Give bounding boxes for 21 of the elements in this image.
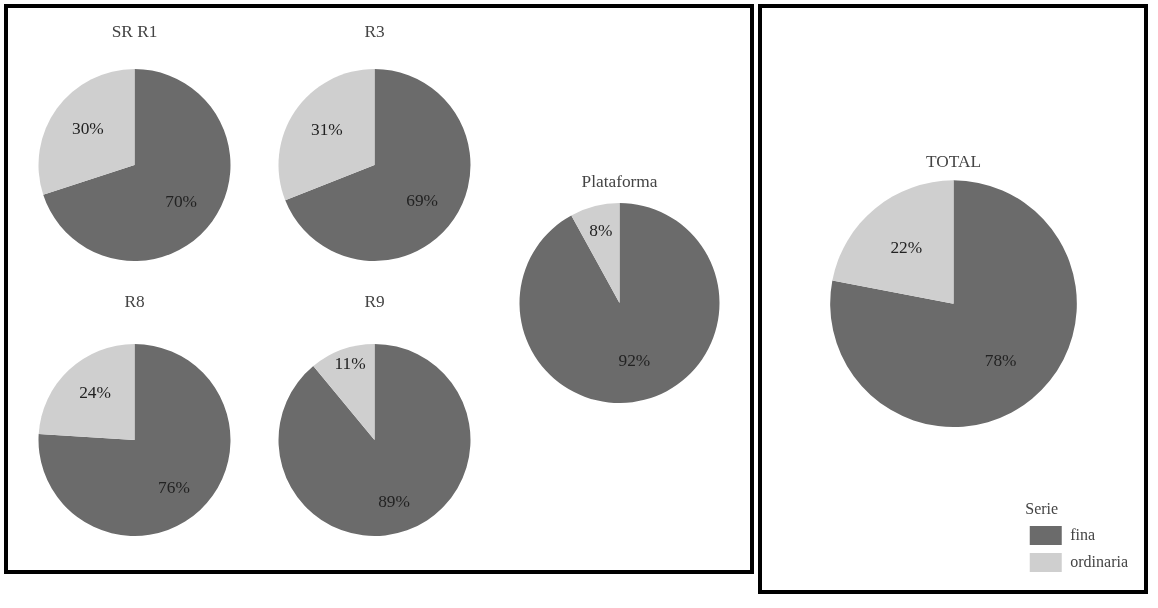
legend-label: fina: [1070, 526, 1096, 544]
legend-title: Serie: [1025, 500, 1060, 518]
slice-label: Plataforma: [581, 171, 658, 191]
data-label: 89%: [378, 491, 410, 511]
slice-label: SR R1: [111, 21, 158, 41]
data-label: 70%: [165, 192, 197, 212]
data-label: 11%: [334, 354, 366, 374]
slice-label: TOTAL: [925, 151, 982, 171]
data-label: 69%: [406, 190, 439, 210]
data-label: 30%: [72, 118, 104, 138]
data-label: 78%: [984, 350, 1017, 370]
slice-label: R3: [364, 21, 385, 41]
data-label: 22%: [890, 237, 923, 257]
data-label: 8%: [589, 221, 613, 241]
data-label: 24%: [79, 383, 111, 403]
slice-label: R9: [364, 291, 385, 311]
slice-label: R8: [124, 291, 145, 311]
data-label: 76%: [158, 477, 190, 497]
legend-label: ordinaria: [1070, 553, 1128, 571]
data-label: 92%: [618, 351, 651, 371]
data-label: 31%: [310, 120, 343, 140]
